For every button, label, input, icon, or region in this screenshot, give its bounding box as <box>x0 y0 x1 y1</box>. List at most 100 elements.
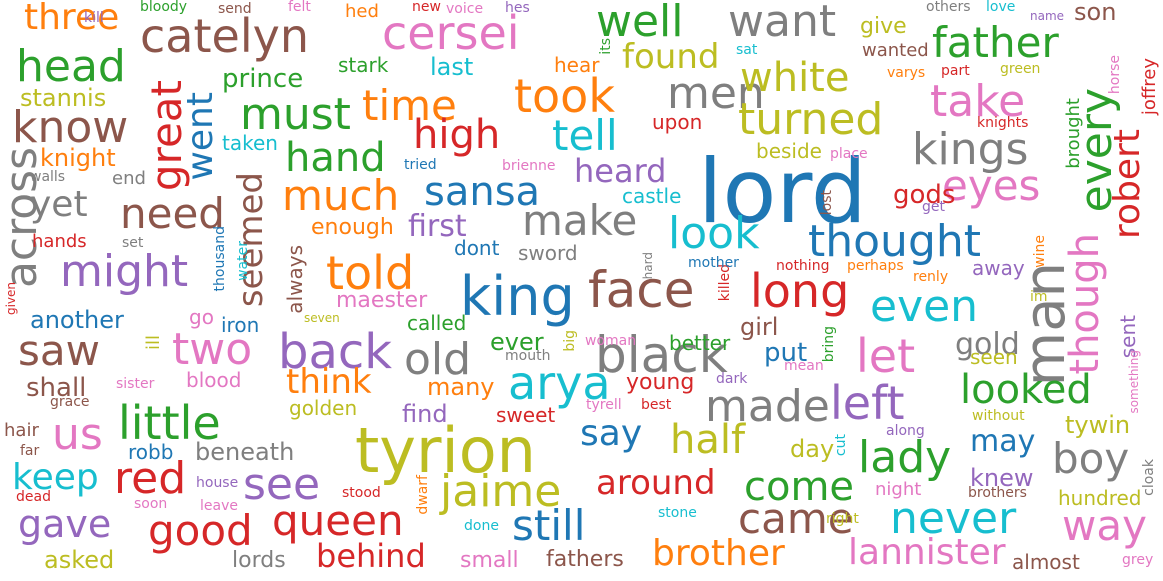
word-part: part <box>941 63 970 79</box>
word-small: small <box>460 548 519 573</box>
word-gods: gods <box>893 180 956 210</box>
word-stood: stood <box>342 485 381 501</box>
word-cut: cut <box>833 434 849 457</box>
word-old: old <box>404 334 472 385</box>
word-dwarf: dwarf <box>415 475 431 515</box>
word-renly: renly <box>913 269 949 285</box>
word-bring: bring <box>821 326 837 363</box>
word-mouth: mouth <box>505 348 551 364</box>
word-sweet: sweet <box>496 403 556 427</box>
word-its: its <box>598 38 614 55</box>
word-young: young <box>626 370 695 395</box>
word-tywin: tywin <box>1065 411 1131 439</box>
word-soon: soon <box>134 496 168 512</box>
word-grace: grace <box>50 394 90 410</box>
word-best: best <box>641 397 672 413</box>
word-brother: brother <box>652 533 785 574</box>
word-three: three <box>24 0 120 38</box>
word-many: many <box>427 373 495 401</box>
word-mother: mother <box>688 255 739 271</box>
word-behind: behind <box>316 537 426 575</box>
word-walls: walls <box>30 169 66 185</box>
word-kings: kings <box>912 124 1029 175</box>
word-gold: gold <box>955 327 1020 362</box>
word-go: go <box>189 305 214 329</box>
word-never: never <box>890 493 1017 544</box>
word-away: away <box>972 256 1025 280</box>
word-arya: arya <box>508 356 611 410</box>
word-voice: voice <box>446 1 484 17</box>
word-love: love <box>986 0 1016 15</box>
word-still: still <box>512 501 586 550</box>
word-jaime: jaime <box>440 466 562 517</box>
word-tyrell: tyrell <box>586 397 622 413</box>
word-brought: brought <box>1063 98 1084 169</box>
word-seven: seven <box>304 311 340 325</box>
word-name: name <box>1030 9 1065 23</box>
word-king: king <box>460 265 575 328</box>
word-cloak: cloak <box>1141 459 1157 496</box>
word-much: much <box>282 171 400 220</box>
word-came: came <box>738 494 854 543</box>
word-big: big <box>562 330 578 352</box>
word-good: good <box>148 506 253 555</box>
word-hands: hands <box>32 231 87 252</box>
word-hand: hand <box>285 135 386 181</box>
word-told: told <box>326 246 415 300</box>
word-lords: lords <box>232 548 286 573</box>
word-ill: ill <box>143 335 164 351</box>
word-girl: girl <box>740 313 779 341</box>
word-fathers: fathers <box>546 547 624 572</box>
word-lost: lost <box>819 190 835 216</box>
word-knew: knew <box>970 464 1034 492</box>
word-bloody: bloody <box>140 0 188 15</box>
word-better: better <box>669 331 731 355</box>
word-water: water <box>235 241 251 281</box>
word-think: think <box>286 362 372 402</box>
word-might: might <box>60 246 189 297</box>
word-knight: knight <box>40 144 116 172</box>
word-say: say <box>580 413 643 454</box>
word-far: far <box>20 443 40 459</box>
word-long: long <box>750 264 850 318</box>
word-turned: turned <box>738 94 884 145</box>
word-look: look <box>668 208 760 259</box>
word-must: must <box>240 89 351 140</box>
word-made: made <box>705 381 830 432</box>
word-want: want <box>728 0 837 47</box>
word-sat: sat <box>736 42 758 58</box>
word-lord: lord <box>698 140 867 243</box>
word-leave: leave <box>200 498 238 514</box>
word-hed: hed <box>345 1 379 22</box>
word-time: time <box>362 81 457 130</box>
word-im: im <box>1030 289 1048 305</box>
word-enough: enough <box>311 215 394 240</box>
word-asked: asked <box>44 546 115 574</box>
word-hes: hes <box>505 0 530 16</box>
word-around: around <box>596 463 716 503</box>
word-wine: wine <box>1032 235 1048 268</box>
word-little: little <box>118 396 221 450</box>
word-half: half <box>670 417 746 463</box>
word-put: put <box>764 338 808 368</box>
word-seen: seen <box>970 345 1018 369</box>
word-called: called <box>407 311 467 335</box>
word-always: always <box>283 245 307 314</box>
word-end: end <box>112 168 146 189</box>
word-sansa: sansa <box>424 169 541 215</box>
word-tell: tell <box>552 111 618 160</box>
word-shall: shall <box>26 373 87 403</box>
word-golden: golden <box>289 396 358 420</box>
word-sword: sword <box>518 241 578 265</box>
word-woman: woman <box>585 333 637 349</box>
word-need: need <box>120 189 225 238</box>
word-taken: taken <box>222 131 278 155</box>
word-upon: upon <box>652 110 703 134</box>
word-horse: horse <box>1107 55 1123 95</box>
word-given: given <box>4 282 18 316</box>
word-along: along <box>886 423 925 439</box>
word-night: night <box>875 479 922 500</box>
word-house: house <box>196 475 239 491</box>
word-varys: varys <box>887 65 926 81</box>
